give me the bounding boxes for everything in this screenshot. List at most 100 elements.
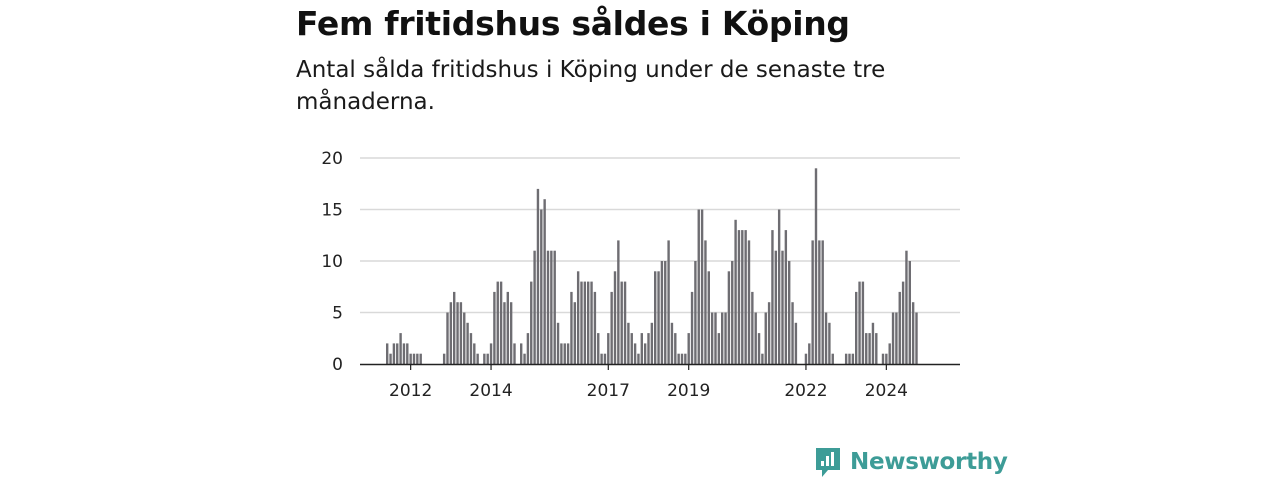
bar [603, 353, 607, 364]
bar [563, 343, 566, 364]
bar [761, 353, 764, 364]
bar [493, 291, 496, 364]
bar [523, 353, 526, 364]
bars [386, 168, 918, 364]
bar [674, 333, 677, 364]
bar [828, 322, 831, 364]
bar [513, 343, 516, 364]
bar [633, 343, 637, 364]
newsworthy-logo-icon [816, 448, 840, 477]
bar [530, 281, 533, 364]
bar [871, 322, 875, 364]
bar [630, 333, 633, 364]
bar [881, 353, 885, 364]
bar [600, 353, 603, 364]
bar [687, 333, 690, 364]
bar [664, 261, 667, 364]
newsworthy-brand: Newsworthy [814, 446, 1008, 478]
bar [757, 333, 761, 364]
bar [865, 333, 868, 364]
bar [573, 302, 576, 364]
bar [821, 240, 824, 364]
bar [741, 230, 744, 364]
bar [844, 353, 848, 364]
bar [721, 312, 724, 364]
bar [731, 261, 734, 364]
bar [901, 281, 905, 364]
bar [680, 353, 684, 364]
x-tick-label: 2024 [865, 381, 908, 401]
bar [392, 343, 396, 364]
bar [570, 291, 573, 364]
bar [898, 291, 901, 364]
bar [851, 353, 855, 364]
gridlines [360, 157, 960, 314]
bar [556, 322, 560, 364]
bar [704, 240, 707, 364]
bar [781, 250, 784, 364]
bar [767, 302, 771, 364]
bar [868, 333, 871, 364]
bar [814, 168, 818, 364]
bar [911, 302, 915, 364]
bar [610, 291, 613, 364]
bar [727, 271, 731, 364]
bar [546, 250, 550, 364]
bar [597, 333, 600, 364]
bar [650, 322, 654, 364]
bar [744, 230, 747, 364]
chart-title: Fem fritidshus såldes i Köping [296, 4, 850, 43]
bar [406, 343, 409, 364]
bar [707, 271, 710, 364]
bar [583, 281, 587, 364]
bar [788, 261, 791, 364]
bar [593, 291, 597, 364]
y-tick-label: 15 [321, 201, 343, 221]
bar [409, 353, 412, 364]
bar [486, 353, 489, 364]
bar [737, 230, 741, 364]
bar [670, 322, 674, 364]
bar [774, 250, 777, 364]
bar [560, 343, 563, 364]
bar [463, 312, 466, 364]
brand-name: Newsworthy [850, 449, 1008, 475]
data-label: 5 [924, 0, 935, 5]
bar [885, 353, 888, 364]
bar [617, 240, 620, 364]
bar [566, 343, 570, 364]
axes [360, 363, 960, 370]
bar [888, 343, 891, 364]
bar [627, 322, 630, 364]
bar [684, 353, 687, 364]
bar [476, 353, 479, 364]
bar [509, 302, 513, 364]
bar [848, 353, 851, 364]
bar [771, 230, 774, 364]
bar [620, 281, 623, 364]
bar [580, 281, 583, 364]
x-tick-label: 2017 [587, 381, 630, 401]
bar [724, 312, 727, 364]
bar [526, 333, 530, 364]
bar [777, 209, 781, 364]
bar [590, 281, 593, 364]
bar [640, 333, 643, 364]
y-tick-label: 0 [332, 355, 343, 375]
bar [402, 343, 406, 364]
bar [412, 353, 416, 364]
bar [660, 261, 664, 364]
bar [533, 250, 536, 364]
bar [858, 281, 861, 364]
bar [754, 312, 757, 364]
bar [808, 343, 811, 364]
bar [446, 312, 449, 364]
bar [550, 250, 553, 364]
bar [811, 240, 814, 364]
bar [657, 271, 660, 364]
bar [791, 302, 794, 364]
bar [654, 271, 657, 364]
bar [794, 322, 798, 364]
bar [466, 322, 469, 364]
bar [459, 302, 463, 364]
